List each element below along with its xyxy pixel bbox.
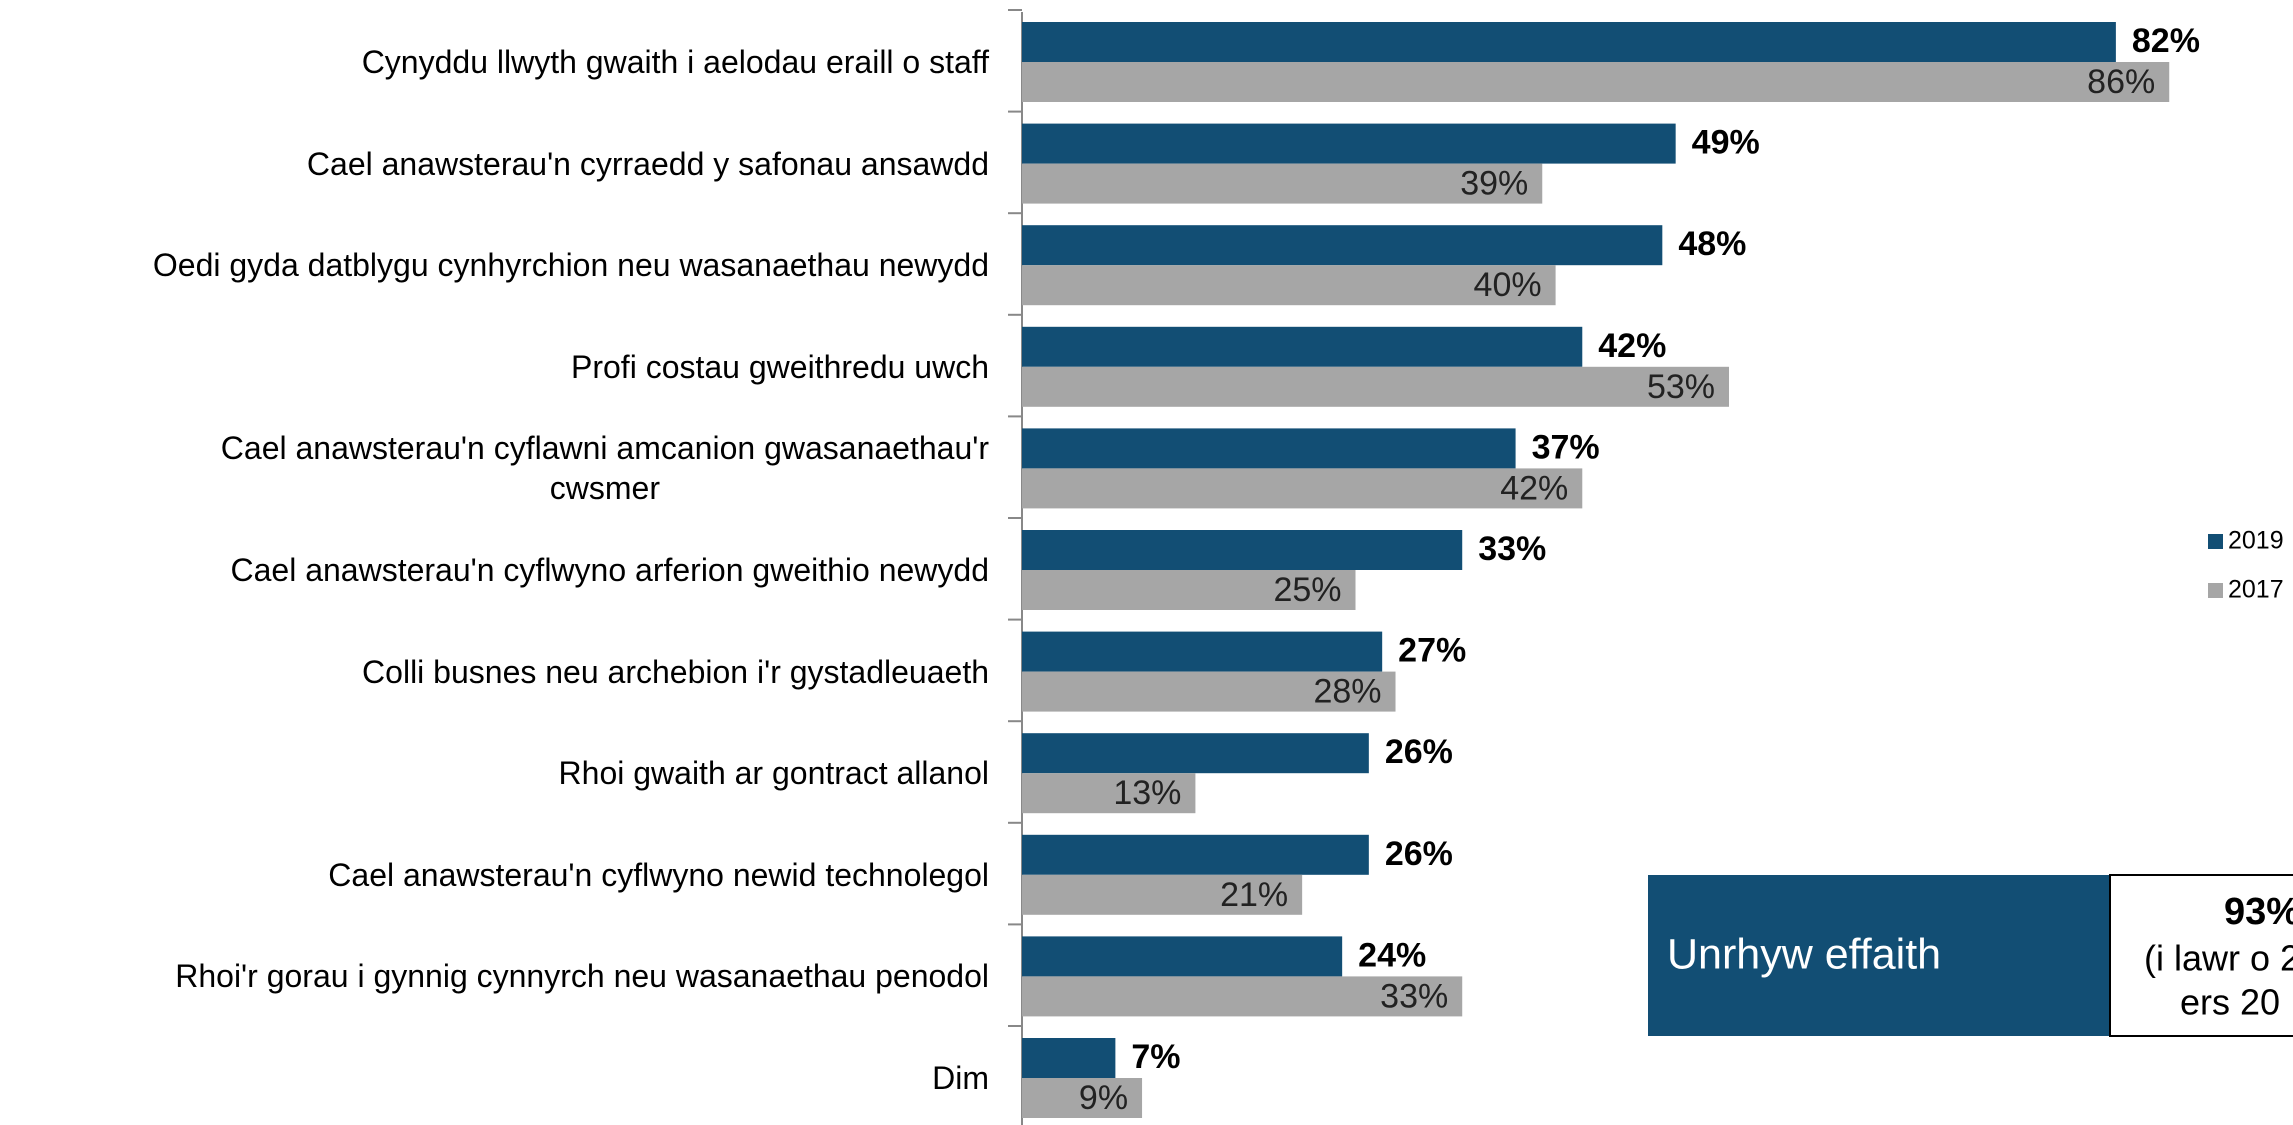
value-label: 37% xyxy=(1532,428,1600,466)
callout-value: 93% xyxy=(2224,891,2293,933)
value-label: 7% xyxy=(1131,1038,1180,1076)
category-label: Cael anawsterau'n cyflwyno arferion gwei… xyxy=(0,550,989,590)
bar xyxy=(1022,123,1676,164)
category-label: Cael anawsterau'n cyflawni amcanion gwas… xyxy=(0,428,989,508)
category-text: Oedi gyda datblygu cynhyrchion neu wasan… xyxy=(152,247,989,284)
bar xyxy=(1022,163,1543,204)
category-label: Cynyddu llwyth gwaith i aelodau eraill o… xyxy=(0,42,989,82)
value-label: 40% xyxy=(1474,266,1542,304)
legend-swatch xyxy=(2208,534,2223,549)
bar xyxy=(1022,62,2170,102)
category-label: Oedi gyda datblygu cynhyrchion neu wasan… xyxy=(0,245,989,285)
bar xyxy=(1022,936,1343,977)
category-text: Cael anawsterau'n cyrraedd y safonau ans… xyxy=(306,145,989,182)
bar xyxy=(1022,671,1396,712)
category-label: Dim xyxy=(0,1058,989,1098)
bar xyxy=(1022,1078,1143,1118)
value-label: 82% xyxy=(2132,22,2200,60)
category-text: Cael anawsterau'n cyflwyno newid technol… xyxy=(328,856,989,893)
bar xyxy=(1022,773,1196,814)
bar xyxy=(1022,22,2116,62)
bar xyxy=(1022,366,1730,407)
callout-value-box xyxy=(2109,874,2293,1037)
category-text: Dim xyxy=(932,1060,989,1096)
bar xyxy=(1022,468,1583,509)
category-text: Cael anawsterau'n cyflawni amcanion gwas… xyxy=(220,430,989,507)
bar xyxy=(1022,570,1356,610)
category-text: Colli busnes neu archebion i'r gystadleu… xyxy=(362,653,989,690)
bar xyxy=(1022,326,1583,367)
bar xyxy=(1022,265,1556,306)
bar xyxy=(1022,976,1463,1017)
category-text: Profi costau gweithredu uwch xyxy=(571,348,989,385)
callout-note: (i lawr o 2 xyxy=(2144,938,2293,979)
value-label: 39% xyxy=(1460,165,1528,203)
bar xyxy=(1022,834,1369,875)
value-label: 33% xyxy=(1478,530,1546,568)
legend-label: 2017 xyxy=(2228,576,2284,604)
value-label: 49% xyxy=(1692,124,1760,162)
value-label: 25% xyxy=(1273,571,1341,609)
category-label: Rhoi'r gorau i gynnig cynnyrch neu wasan… xyxy=(0,956,989,996)
value-label: 86% xyxy=(2087,63,2155,101)
callout-label-box xyxy=(1648,875,2110,1036)
category-text: Cynyddu llwyth gwaith i aelodau eraill o… xyxy=(361,44,989,80)
callout-label: Unrhyw effaith xyxy=(1667,930,1941,978)
bar xyxy=(1022,874,1303,915)
legend-label: 2019 xyxy=(2228,527,2284,555)
bar xyxy=(1022,631,1383,672)
category-label: Cael anawsterau'n cyrraedd y safonau ans… xyxy=(0,144,989,184)
value-label: 24% xyxy=(1358,936,1426,974)
value-label: 26% xyxy=(1385,733,1453,771)
category-text: Rhoi'r gorau i gynnig cynnyrch neu wasan… xyxy=(175,958,989,995)
value-label: 33% xyxy=(1380,977,1448,1015)
bar xyxy=(1022,733,1369,774)
category-label: Cael anawsterau'n cyflwyno newid technol… xyxy=(0,855,989,895)
value-label: 53% xyxy=(1647,368,1715,406)
bar xyxy=(1022,530,1463,570)
category-text: Rhoi gwaith ar gontract allanol xyxy=(558,755,989,792)
callout-note: ers 20 xyxy=(2180,982,2280,1023)
value-label: 42% xyxy=(1500,469,1568,507)
bar xyxy=(1022,1038,1116,1078)
category-label: Profi costau gweithredu uwch xyxy=(0,347,989,387)
category-label: Colli busnes neu archebion i'r gystadleu… xyxy=(0,652,989,692)
value-label: 48% xyxy=(1678,225,1746,263)
value-label: 9% xyxy=(1079,1079,1128,1117)
value-label: 42% xyxy=(1598,327,1666,365)
bar xyxy=(1022,225,1663,266)
value-label: 27% xyxy=(1398,632,1466,670)
category-label: Rhoi gwaith ar gontract allanol xyxy=(0,753,989,793)
legend-swatch xyxy=(2208,583,2223,598)
bar xyxy=(1022,428,1516,469)
value-label: 26% xyxy=(1385,835,1453,873)
category-text: Cael anawsterau'n cyflwyno arferion gwei… xyxy=(230,552,989,588)
value-label: 28% xyxy=(1313,673,1381,711)
value-label: 21% xyxy=(1220,876,1288,914)
value-label: 13% xyxy=(1113,774,1181,812)
